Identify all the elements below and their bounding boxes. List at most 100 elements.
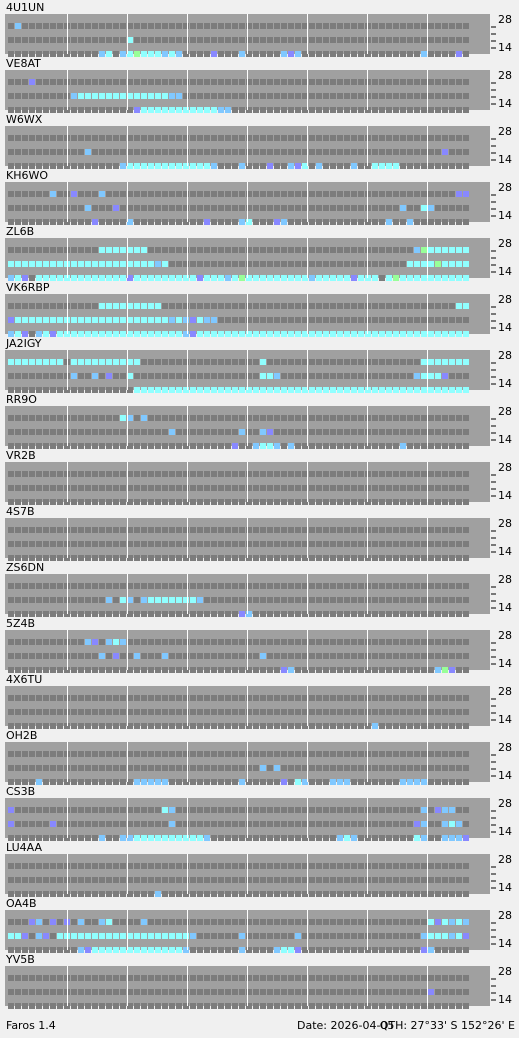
- cell: [449, 303, 455, 309]
- cell: [197, 275, 203, 281]
- cell: [148, 653, 154, 659]
- cell: [106, 695, 112, 701]
- cell: [400, 1003, 406, 1009]
- cell: [316, 1003, 322, 1009]
- cell: [449, 975, 455, 981]
- cell: [183, 261, 189, 267]
- cell: [162, 695, 168, 701]
- cell: [120, 667, 126, 673]
- cell: [183, 205, 189, 211]
- cell: [372, 331, 378, 337]
- cell: [239, 303, 245, 309]
- cell: [57, 639, 63, 645]
- cell: [421, 541, 427, 547]
- cell: [57, 247, 63, 253]
- cell: [267, 331, 273, 337]
- cell: [407, 149, 413, 155]
- cell: [162, 51, 168, 57]
- cell: [386, 639, 392, 645]
- cell: [225, 695, 231, 701]
- cell: [85, 303, 91, 309]
- cell: [176, 541, 182, 547]
- cell: [218, 429, 224, 435]
- cell: [127, 93, 133, 99]
- cell: [421, 499, 427, 505]
- cell: [288, 93, 294, 99]
- cell: [190, 709, 196, 715]
- cell: [225, 835, 231, 841]
- cell: [442, 821, 448, 827]
- cell: [218, 653, 224, 659]
- cell: [225, 205, 231, 211]
- cell: [211, 79, 217, 85]
- cell: [414, 863, 420, 869]
- cell: [127, 877, 133, 883]
- cell: [225, 317, 231, 323]
- cell: [302, 765, 308, 771]
- cell: [344, 835, 350, 841]
- cell: [456, 387, 462, 393]
- cell: [281, 807, 287, 813]
- cell: [204, 667, 210, 673]
- cell: [71, 933, 77, 939]
- cell: [232, 555, 238, 561]
- cell: [379, 499, 385, 505]
- cell: [197, 261, 203, 267]
- cell: [309, 667, 315, 673]
- cell: [57, 527, 63, 533]
- cell: [22, 331, 28, 337]
- cell: [400, 863, 406, 869]
- cell: [274, 555, 280, 561]
- cell: [197, 597, 203, 603]
- cell: [253, 93, 259, 99]
- cell: [92, 989, 98, 995]
- cell: [414, 611, 420, 617]
- cell: [344, 751, 350, 757]
- cell: [295, 821, 301, 827]
- cell: [120, 373, 126, 379]
- cell: [176, 835, 182, 841]
- cell: [456, 597, 462, 603]
- cell: [253, 667, 259, 673]
- cell: [92, 555, 98, 561]
- cell: [442, 639, 448, 645]
- cell: [456, 821, 462, 827]
- cell: [225, 37, 231, 43]
- cell: [15, 695, 21, 701]
- cell: [8, 107, 14, 113]
- cell: [15, 373, 21, 379]
- cell: [372, 779, 378, 785]
- cell: [176, 989, 182, 995]
- cell: [78, 23, 84, 29]
- cell: [379, 317, 385, 323]
- cell: [29, 639, 35, 645]
- cell: [302, 667, 308, 673]
- cell: [267, 93, 273, 99]
- cell: [330, 541, 336, 547]
- cell: [386, 135, 392, 141]
- cell: [92, 331, 98, 337]
- cell: [463, 149, 469, 155]
- cell: [309, 989, 315, 995]
- cell: [204, 807, 210, 813]
- cell: [43, 317, 49, 323]
- cell: [435, 639, 441, 645]
- cell: [127, 135, 133, 141]
- cell: [337, 751, 343, 757]
- cell: [435, 37, 441, 43]
- cell: [386, 331, 392, 337]
- cell: [260, 107, 266, 113]
- cell: [120, 275, 126, 281]
- cell: [50, 149, 56, 155]
- cell: [71, 751, 77, 757]
- cell: [225, 933, 231, 939]
- cell: [162, 261, 168, 267]
- cell: [421, 443, 427, 449]
- cell: [246, 373, 252, 379]
- cell: [36, 835, 42, 841]
- cell: [113, 387, 119, 393]
- cell: [148, 695, 154, 701]
- cell: [281, 821, 287, 827]
- cell: [190, 779, 196, 785]
- cell: [428, 485, 434, 491]
